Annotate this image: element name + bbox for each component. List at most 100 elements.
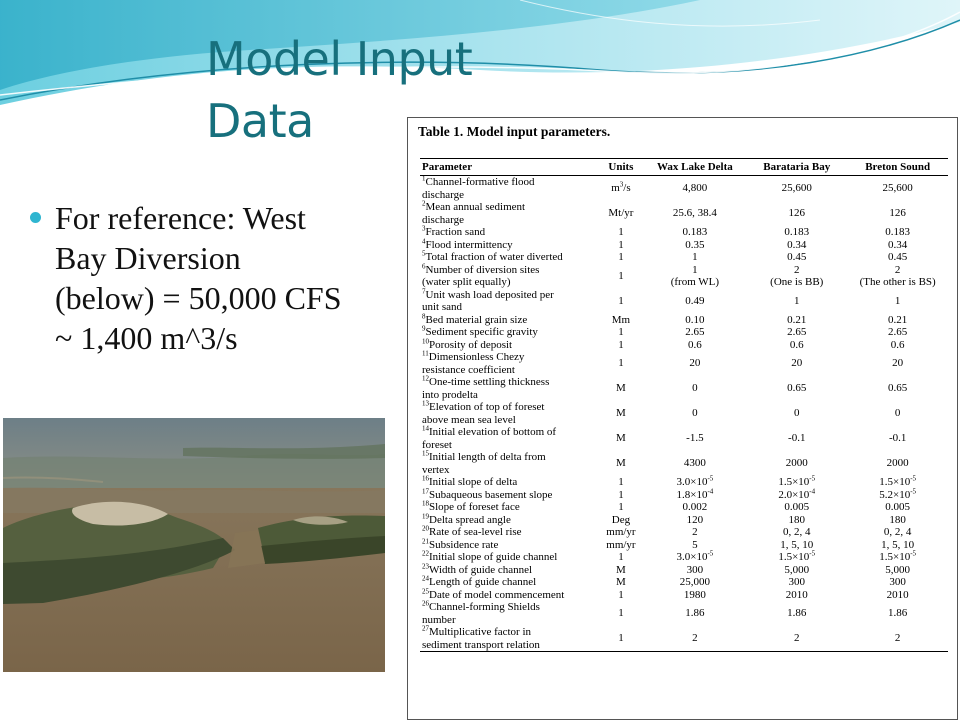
wax-lake-value: 5 — [692, 538, 698, 551]
param-name: Channel-forming Shields — [429, 601, 540, 613]
barataria-value-cell: 5,000 — [746, 564, 847, 577]
barataria-value: 1, 5, 10 — [780, 538, 814, 551]
units-cell: Mm — [598, 314, 643, 327]
param-cell: 10Porosity of deposit — [420, 337, 598, 352]
slide-title-line1: Model Input — [206, 32, 473, 86]
table-row: 26Channel-forming Shields number 1 1.86 1.86… — [420, 600, 948, 626]
param-footnote-number: 20 — [422, 524, 429, 533]
units-cell: 1 — [598, 226, 643, 239]
table-row: 17Subaqueous basement slope 1 1.8×10-4 2.0×… — [420, 487, 948, 502]
table-row: 10Porosity of deposit 1 0.6 0.6 0.6 — [420, 337, 948, 352]
param-cell: 14Initial elevation of bottom of foreset — [420, 425, 598, 451]
param-name: Length of guide channel — [429, 576, 537, 588]
param-footnote-number: 19 — [422, 511, 429, 520]
table-row: 12One-time settling thickness into prodel… — [420, 374, 948, 401]
units-cell: 1 — [598, 351, 643, 376]
param-name: Dimensionless Chezy — [428, 351, 525, 363]
table-row: 16Initial slope of delta 1 3.0×10-5 1.5×10-… — [420, 474, 948, 489]
table-row: 6Number of diversion sites (water split e… — [420, 262, 948, 289]
barataria-value-cell: 0.005 — [746, 501, 847, 514]
wax-lake-value-cell: 0 — [644, 376, 747, 401]
units-cell: Mt/yr — [598, 201, 643, 226]
units-value: mm/yr — [606, 538, 636, 551]
barataria-value-cell: 0.6 — [746, 339, 847, 352]
table-caption: Table 1. Model input parameters. — [418, 124, 611, 139]
param-cell: 19Delta spread angle — [420, 511, 598, 527]
breton-value: -0.1 — [888, 432, 907, 445]
param-name-line2: number — [422, 613, 456, 626]
barataria-value: 0, 2, 4 — [782, 526, 811, 538]
table-row: 5Total fraction of water diverted 1 1 0.45 0… — [420, 249, 948, 264]
units-value: 1 — [618, 338, 624, 351]
wax-lake-value-cell: 1.86 — [644, 601, 747, 626]
units-cell: mm/yr — [598, 526, 643, 539]
breton-value-cell: 126 — [847, 201, 948, 226]
param-name-line2: vertex — [422, 463, 450, 476]
wax-lake-value: 300 — [686, 563, 704, 576]
barataria-value-note: (One is BB) — [770, 276, 824, 288]
barataria-value: 126 — [788, 207, 805, 220]
table-row: 2Mean annual sediment discharge Mt/yr 25.6,… — [420, 200, 948, 226]
units-value: 1 — [618, 588, 624, 601]
breton-value-cell: 1.86 — [847, 601, 948, 626]
table-row: 8Bed material grain size Mm 0.10 0.21 0.21 — [420, 312, 948, 327]
wax-lake-value-cell: 0.10 — [644, 314, 747, 327]
units-value: M — [616, 432, 626, 445]
units-value: 1 — [618, 326, 624, 338]
units-value: 1 — [618, 238, 624, 251]
barataria-value: 0 — [793, 407, 800, 420]
units-value: 1 — [618, 251, 624, 263]
param-cell: 4Flood intermittency — [420, 237, 598, 252]
table-row: 22Initial slope of guide channel 1 3.0×10-… — [420, 550, 948, 564]
barataria-value-cell: 0.183 — [746, 226, 847, 239]
wax-lake-value: 1980 — [683, 588, 706, 601]
wax-lake-exponent: -5 — [707, 474, 714, 483]
model-input-parameters-table: Parameter Units Wax Lake Delta Barataria… — [420, 158, 948, 652]
param-cell: 6Number of diversion sites (water split e… — [420, 262, 598, 289]
barataria-value: 0.45 — [787, 251, 807, 263]
param-cell: 22Initial slope of guide channel — [420, 550, 598, 564]
breton-value: 2.65 — [888, 326, 908, 338]
barataria-value-cell: 25,600 — [746, 176, 847, 202]
barataria-value-cell: 20 — [746, 351, 847, 376]
units-value: 1 — [618, 488, 624, 501]
wax-lake-value: 1 — [692, 251, 698, 263]
breton-value-cell: 2010 — [847, 589, 948, 602]
barataria-value: 2.0×10 — [778, 488, 810, 501]
table-row: 13Elevation of top of foreset above mean … — [420, 400, 948, 426]
table-row: 15Initial length of delta from vertex M 430… — [420, 449, 948, 476]
barataria-value: 1 — [793, 294, 800, 307]
param-cell: 17Subaqueous basement slope — [420, 487, 598, 502]
slide-title: Model Input Data — [206, 28, 526, 152]
wax-lake-value-cell: 3.0×10-5 — [644, 550, 747, 564]
wax-lake-value: 0.183 — [682, 226, 708, 238]
barataria-value-cell: 126 — [746, 201, 847, 226]
breton-value-cell: 2.65 — [847, 326, 948, 339]
param-footnote-number: 12 — [422, 374, 429, 383]
wax-lake-value: 1 — [692, 263, 698, 276]
breton-value: 0.6 — [890, 338, 905, 351]
units-cell: 1 — [598, 476, 643, 489]
breton-value-cell: 0.65 — [847, 376, 948, 401]
barataria-value: 2.65 — [787, 326, 807, 338]
breton-value-cell: 0.005 — [847, 501, 948, 514]
param-footnote-number: 15 — [422, 449, 429, 458]
wax-lake-value-cell: 0.002 — [644, 501, 747, 514]
breton-value-cell: 0.6 — [847, 339, 948, 352]
breton-value: 0 — [894, 407, 901, 420]
barataria-value: 0.65 — [787, 382, 807, 395]
param-footnote-number: 3 — [422, 224, 426, 233]
units-value: M — [616, 382, 626, 395]
col-header-barataria: Barataria Bay — [746, 158, 848, 176]
breton-value: 1 — [894, 294, 901, 307]
param-name-line2: discharge — [422, 188, 464, 201]
col-header-breton: Breton Sound — [847, 158, 948, 176]
wave-header-decoration — [0, 0, 960, 105]
param-footnote-number: 5 — [422, 249, 426, 258]
wax-lake-value: 0 — [692, 407, 698, 420]
barataria-value: 1.86 — [787, 607, 807, 620]
barataria-value-cell: 2 (One is BB) — [746, 264, 847, 289]
barataria-value-cell: 0.65 — [746, 376, 847, 401]
wax-lake-value-cell: 5 — [644, 539, 747, 552]
breton-value-cell: 0.45 — [847, 251, 948, 264]
